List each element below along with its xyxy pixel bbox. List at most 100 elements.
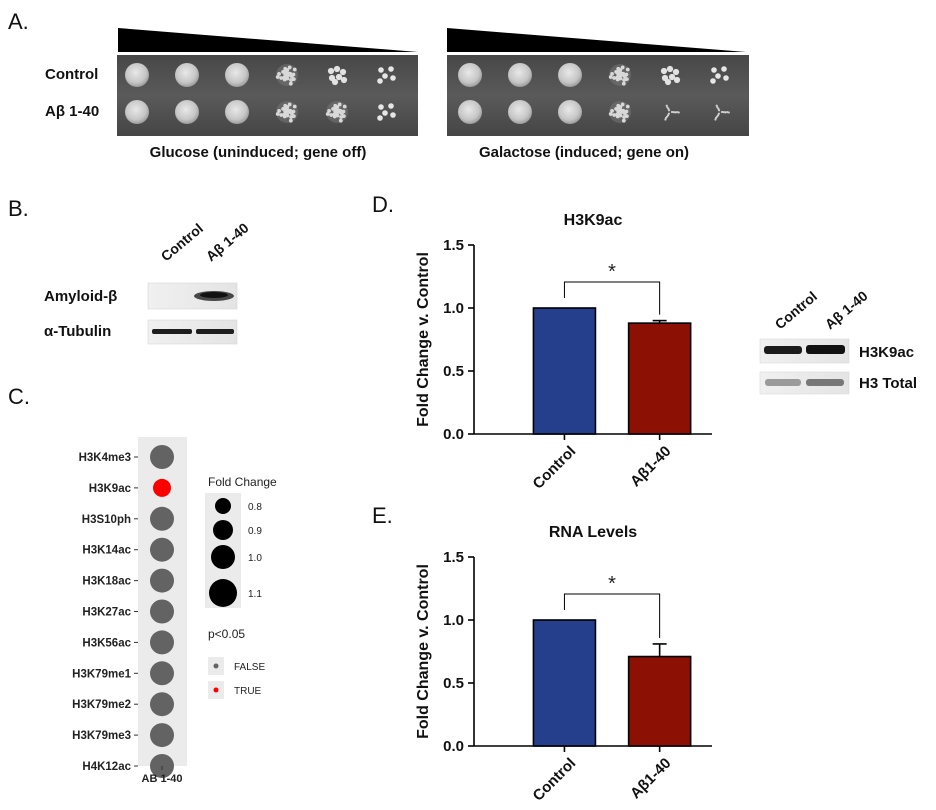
- size-legend-dot: [213, 520, 233, 540]
- bar-abeta: [627, 655, 692, 747]
- size-legend-dot: [209, 579, 237, 607]
- bar-chart-e: RNA Levels 0.0 0.5 1.0 1.5 Fold Change v. Con…: [415, 524, 712, 805]
- row-label-h3k4me3: H3K4me3: [79, 452, 131, 464]
- dot-h3k4me3: [150, 445, 174, 469]
- size-legend-dot: [215, 498, 231, 514]
- colony-spot: [558, 63, 582, 87]
- y-tick-label: 1.0: [443, 300, 464, 317]
- size-legend-title: Fold Change: [208, 475, 277, 489]
- y-tick-label: 0.0: [443, 738, 464, 755]
- lane-label-control: Control: [158, 220, 206, 264]
- plate-glucose: [117, 55, 418, 136]
- blot-h3k9ac: [759, 338, 850, 364]
- size-legend-value: 0.9: [248, 526, 262, 537]
- color-legend-true: TRUE: [234, 686, 262, 697]
- bar-control: [532, 307, 597, 435]
- colony-spot: [458, 100, 482, 124]
- y-tick-label: 0.5: [443, 363, 464, 380]
- blot-lane-label-control: Control: [772, 288, 820, 332]
- size-legend-dot: [211, 545, 235, 569]
- colonies-galactose: [458, 63, 730, 124]
- color-legend-false: FALSE: [234, 662, 265, 673]
- color-legend-title: p<0.05: [208, 627, 245, 641]
- colony-spot: [714, 104, 730, 121]
- chart-title: RNA Levels: [549, 524, 637, 541]
- dot-plot-row-labels: H3K4me3 H3K9ac H3S10ph H3K14ac H3K18ac H3K27a…: [72, 452, 138, 773]
- y-tick-label: 1.0: [443, 612, 464, 629]
- row-label-h3k27ac: H3K27ac: [82, 607, 131, 619]
- row-label-abeta: Aβ 1-40: [45, 103, 99, 120]
- row-label-h4k12ac: H4K12ac: [82, 761, 131, 773]
- x-tick-label: Aβ1-40: [627, 443, 674, 490]
- colony-spot: [608, 101, 631, 123]
- plate-caption-glucose: Glucose (uninduced; gene off): [150, 144, 367, 161]
- size-legend: Fold Change 0.8 0.9 1.0 1.1: [205, 475, 277, 608]
- panel-d: D. H3K9ac 0.0 0.5 1.0 1.5 Fold Change v. Cont…: [372, 192, 917, 493]
- significance-bracket: [563, 281, 661, 315]
- y-tick-label: 0.0: [443, 426, 464, 443]
- panel-b-letter: B.: [8, 196, 29, 221]
- panel-b: B. Control Aβ 1-40 Amyloid-β α-Tubulin: [8, 196, 252, 345]
- bar-chart-d: H3K9ac 0.0 0.5 1.0 1.5 Fold Change v. Control…: [415, 212, 712, 493]
- y-tick-label: 0.5: [443, 675, 464, 692]
- row-label-h3s10ph: H3S10ph: [82, 514, 131, 526]
- lane-label-abeta: Aβ 1-40: [203, 219, 252, 264]
- dot-h3k79me2: [150, 692, 174, 717]
- y-axis-label: Fold Change v. Control: [415, 564, 432, 739]
- blot-label-h3-total: H3 Total: [859, 375, 917, 392]
- colony-spot: [664, 104, 680, 121]
- colony-spot: [710, 66, 729, 84]
- colony-spot: [175, 63, 199, 87]
- size-legend-value: 1.0: [248, 553, 262, 564]
- dilution-wedge-galactose: [447, 28, 746, 52]
- panel-c: C. H3K4me3H3K9acH3S10phH3K14acH3K18acH3K…: [8, 384, 277, 785]
- bar-control: [532, 619, 597, 747]
- row-label-h3k79me1: H3K79me1: [72, 668, 131, 680]
- blot-h3-total: [759, 371, 850, 395]
- colony-spot: [225, 100, 249, 124]
- colony-spot: [660, 65, 681, 86]
- dot-h3k79me1: [150, 661, 174, 686]
- row-label-h3k18ac: H3K18ac: [82, 576, 131, 588]
- blot-tubulin: [147, 319, 238, 345]
- dot-h3k56ac: [150, 630, 174, 655]
- significance-star: *: [608, 573, 616, 595]
- plate-caption-galactose: Galactose (induced; gene on): [479, 144, 689, 161]
- dot-h3k18ac: [150, 568, 174, 593]
- dot-h3k27ac: [150, 599, 174, 624]
- colony-spot: [125, 63, 149, 87]
- panel-d-letter: D.: [372, 192, 394, 217]
- panel-a: A. Control Aβ 1-40 Glucose (uninduced; g…: [8, 9, 749, 161]
- y-tick-label: 1.5: [443, 549, 464, 566]
- colony-spot: [508, 63, 532, 87]
- y-tick-label: 1.5: [443, 237, 464, 254]
- colony-spot: [327, 65, 348, 86]
- row-label-h3k14ac: H3K14ac: [82, 545, 131, 557]
- significance-star: *: [608, 261, 616, 283]
- size-legend-value: 0.8: [248, 502, 262, 513]
- blot-amyloid: [147, 282, 238, 310]
- color-legend-dot-false: [213, 663, 219, 669]
- row-label-control: Control: [45, 66, 98, 83]
- bar-abeta: [627, 322, 692, 435]
- colony-spot: [377, 66, 396, 84]
- panel-c-letter: C.: [8, 384, 30, 409]
- panel-e: E. RNA Levels 0.0 0.5 1.0 1.5 Fold Change v. …: [372, 503, 712, 805]
- plate-galactose: [447, 55, 749, 136]
- chart-title: H3K9ac: [564, 212, 623, 229]
- row-label-h3k79me2: H3K79me2: [72, 699, 131, 711]
- row-label-h3k56ac: H3K56ac: [82, 637, 131, 649]
- dot-h3s10ph: [150, 506, 174, 531]
- colony-spot: [125, 100, 149, 124]
- dot-h3k14ac: [150, 537, 174, 562]
- colony-spot: [377, 103, 396, 121]
- colony-spot: [508, 100, 532, 124]
- dot-plot-x-label: AB 1-40: [142, 773, 183, 785]
- colony-spot: [325, 101, 348, 123]
- x-tick-label: Control: [530, 755, 580, 805]
- blot-label-h3k9ac: H3K9ac: [859, 344, 914, 361]
- colony-spot: [275, 101, 298, 123]
- x-tick-label: Control: [530, 443, 580, 493]
- blot-label-amyloid: Amyloid-β: [44, 288, 117, 305]
